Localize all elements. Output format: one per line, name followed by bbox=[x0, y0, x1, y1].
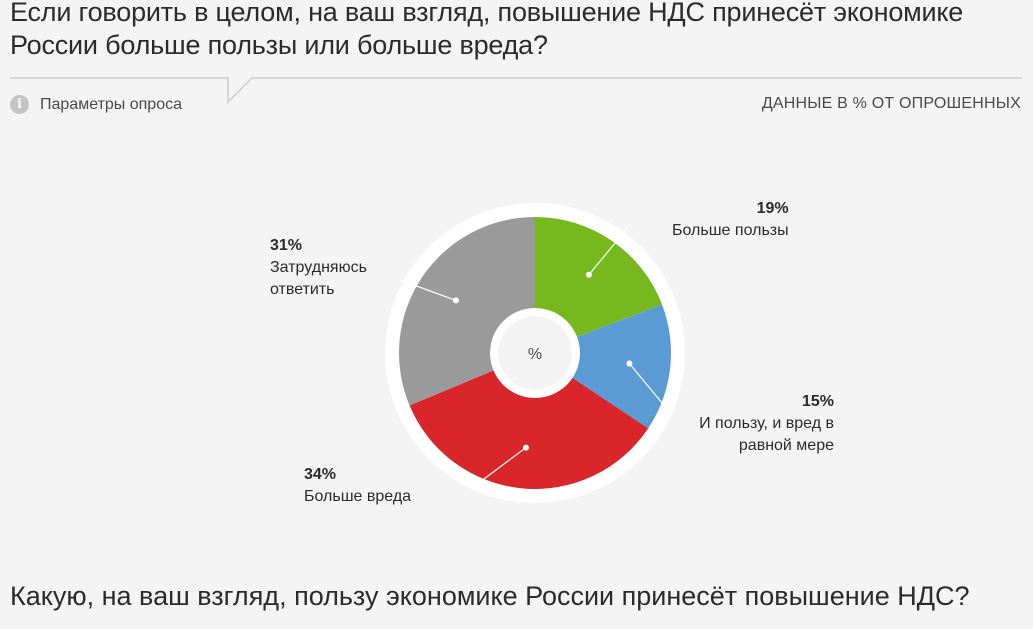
slice-name-equal: И пользу, и вред в равной мере bbox=[699, 415, 834, 454]
slice-label-benefit: 19% Больше пользы bbox=[672, 198, 789, 242]
survey-params-button[interactable]: i Параметры опроса bbox=[10, 95, 182, 114]
pie-slice-equal bbox=[535, 304, 671, 429]
title-divider bbox=[10, 77, 1022, 105]
slice-name-unsure: Затрудняюсь ответить bbox=[270, 259, 367, 298]
slice-name-harm: Больше вреда bbox=[304, 488, 412, 505]
pie-slice-harm bbox=[409, 353, 649, 490]
units-note: ДАННЫЕ В % ОТ ОПРОШЕННЫХ bbox=[761, 95, 1021, 112]
pie-center-label: % bbox=[528, 346, 542, 363]
info-icon: i bbox=[10, 95, 29, 114]
slice-label-harm: 34% Больше вреда bbox=[304, 464, 411, 508]
slice-label-unsure: 31% Затрудняюсь ответить bbox=[270, 235, 400, 301]
pie-slice-benefit bbox=[535, 217, 663, 353]
survey-params-label: Параметры опроса bbox=[40, 95, 182, 113]
page-title: Если говорить в целом, на ваш взгляд, по… bbox=[10, 0, 964, 60]
leader-line-harm bbox=[475, 447, 527, 486]
leader-line-unsure bbox=[399, 279, 457, 301]
next-question-title: Какую, на ваш взгляд, пользу экономике Р… bbox=[10, 581, 970, 611]
slice-value-benefit: 19% bbox=[756, 200, 789, 217]
slice-value-equal: 15% bbox=[801, 393, 834, 410]
slice-label-equal: 15% И пользу, и вред в равной мере bbox=[682, 391, 834, 457]
slice-name-benefit: Больше пользы bbox=[672, 222, 789, 239]
slice-value-harm: 34% bbox=[304, 466, 337, 483]
slice-value-unsure: 31% bbox=[270, 237, 303, 254]
pie-center bbox=[498, 316, 572, 390]
leader-line-equal bbox=[628, 363, 673, 416]
leader-line-benefit bbox=[588, 224, 631, 276]
